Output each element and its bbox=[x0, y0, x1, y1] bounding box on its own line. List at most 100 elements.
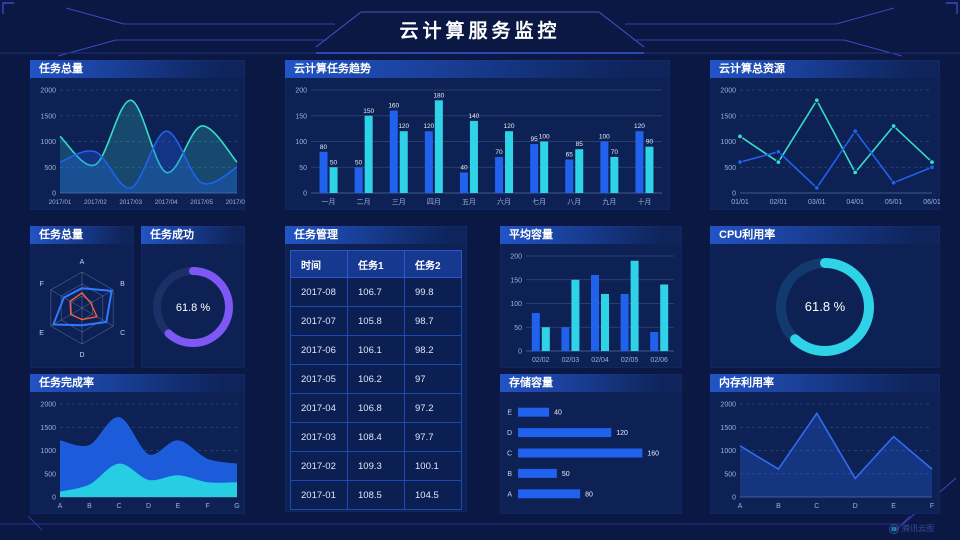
page-title: 云计算服务监控 bbox=[399, 21, 561, 42]
svg-text:05/01: 05/01 bbox=[885, 199, 903, 206]
panel-title: 任务成功 bbox=[141, 226, 245, 244]
table-header-cell: 任务1 bbox=[347, 250, 405, 278]
svg-text:02/03: 02/03 bbox=[562, 357, 580, 364]
svg-text:500: 500 bbox=[724, 471, 736, 478]
table-cell: 2017-07 bbox=[290, 306, 348, 336]
svg-text:2000: 2000 bbox=[40, 88, 56, 95]
svg-text:1000: 1000 bbox=[720, 139, 736, 146]
svg-text:0: 0 bbox=[732, 191, 736, 198]
table-row: 2017-04 106.8 97.2 bbox=[290, 393, 462, 423]
table-cell: 2017-01 bbox=[290, 480, 348, 510]
svg-text:C: C bbox=[120, 330, 125, 337]
svg-text:200: 200 bbox=[295, 88, 307, 95]
svg-text:B: B bbox=[120, 281, 125, 288]
panel-title: 任务管理 bbox=[285, 226, 467, 244]
svg-text:B: B bbox=[776, 503, 781, 510]
panel-title: 平均容量 bbox=[500, 226, 682, 244]
table-cell: 97.7 bbox=[404, 422, 462, 452]
table-row: 2017-07 105.8 98.7 bbox=[290, 306, 462, 336]
svg-text:150: 150 bbox=[295, 113, 307, 120]
svg-text:六月: 六月 bbox=[497, 197, 511, 206]
panel-task-success: 任务成功 61.8 % bbox=[141, 226, 245, 368]
svg-text:02/02: 02/02 bbox=[532, 357, 550, 364]
svg-text:500: 500 bbox=[44, 471, 56, 478]
panel-cpu-usage: CPU利用率 61.8 % bbox=[710, 226, 940, 368]
svg-text:七月: 七月 bbox=[532, 197, 546, 206]
table-cell: 108.5 bbox=[347, 480, 405, 510]
svg-text:80: 80 bbox=[320, 144, 328, 151]
svg-text:61.8 %: 61.8 % bbox=[176, 302, 210, 314]
table-cell: 106.8 bbox=[347, 393, 405, 423]
svg-text:A: A bbox=[80, 259, 85, 266]
svg-text:C: C bbox=[814, 503, 819, 510]
svg-text:40: 40 bbox=[460, 164, 468, 171]
svg-text:02/05: 02/05 bbox=[621, 357, 639, 364]
table-row: 2017-02 109.3 100.1 bbox=[290, 451, 462, 481]
svg-text:03/01: 03/01 bbox=[808, 199, 826, 206]
svg-text:一月: 一月 bbox=[322, 198, 336, 206]
watermark-label: 腾讯云图 bbox=[902, 524, 934, 533]
svg-text:0: 0 bbox=[52, 191, 56, 198]
svg-text:B: B bbox=[87, 503, 92, 510]
svg-text:40: 40 bbox=[554, 410, 562, 417]
svg-text:B: B bbox=[507, 471, 512, 478]
svg-text:02/06: 02/06 bbox=[650, 357, 668, 364]
panel-task-table: 任务管理 时间 任务1 任务2 2017-08 106.7 99.8 2017-07 105… bbox=[285, 226, 467, 512]
svg-text:0: 0 bbox=[52, 495, 56, 502]
svg-text:50: 50 bbox=[299, 165, 307, 172]
svg-text:E: E bbox=[176, 503, 181, 510]
svg-text:06/01: 06/01 bbox=[923, 199, 940, 206]
svg-text:160: 160 bbox=[388, 103, 399, 110]
svg-text:500: 500 bbox=[724, 165, 736, 172]
svg-text:500: 500 bbox=[44, 165, 56, 172]
svg-text:120: 120 bbox=[423, 123, 434, 130]
svg-text:150: 150 bbox=[510, 277, 522, 284]
svg-text:100: 100 bbox=[599, 134, 610, 141]
svg-text:1500: 1500 bbox=[720, 425, 736, 432]
svg-text:80: 80 bbox=[585, 491, 593, 498]
table-row: 2017-05 106.2 97 bbox=[290, 364, 462, 394]
table-cell: 97 bbox=[404, 364, 462, 394]
svg-text:150: 150 bbox=[363, 108, 374, 115]
table-cell: 2017-08 bbox=[290, 277, 348, 307]
panel-avg-capacity: 平均容量 0 50 100 150 200 02/02 02/03 02/04 02/05 02/… bbox=[500, 226, 682, 368]
svg-text:2017/04: 2017/04 bbox=[155, 199, 178, 206]
panel-storage-capacity: 存储容量 E 40 D 120 C 160 B 50 A 80 bbox=[500, 374, 682, 514]
task-table-head: 时间 任务1 任务2 bbox=[290, 250, 462, 278]
completion-rate-area-chart: 0 500 1000 1500 2000 A B C D E F G bbox=[30, 394, 245, 512]
svg-text:2017/01: 2017/01 bbox=[49, 199, 72, 206]
svg-text:50: 50 bbox=[562, 471, 570, 478]
table-cell: 2017-02 bbox=[290, 451, 348, 481]
table-cell: 106.2 bbox=[347, 364, 405, 394]
svg-text:01/01: 01/01 bbox=[731, 199, 749, 206]
svg-text:1500: 1500 bbox=[40, 113, 56, 120]
svg-text:F: F bbox=[40, 281, 44, 288]
cpu-usage-donut-chart: 61.8 % bbox=[710, 246, 940, 366]
svg-text:2017/03: 2017/03 bbox=[119, 199, 142, 206]
svg-text:2017/02: 2017/02 bbox=[84, 199, 107, 206]
svg-text:65: 65 bbox=[566, 152, 574, 159]
svg-text:50: 50 bbox=[330, 159, 338, 166]
task-trend-bar-chart: 0 50 100 150 200 一月 二月 三月 四月 五月 六月 七月 八月 九月 十月 80 50 160 1… bbox=[285, 80, 670, 208]
panel-title: 任务完成率 bbox=[30, 374, 245, 392]
table-cell: 99.8 bbox=[404, 277, 462, 307]
panel-title: 任务总量 bbox=[30, 226, 134, 244]
panel-completion-rate: 任务完成率 0 500 1000 1500 2000 A B C D E F G bbox=[30, 374, 245, 514]
svg-text:100: 100 bbox=[539, 134, 550, 141]
task-success-donut-chart: 61.8 % bbox=[141, 246, 245, 366]
task-total-area-chart: 0 500 1000 1500 2000 2017/01 2017/02 2017/03 201… bbox=[30, 80, 248, 208]
task-table-body: 2017-08 106.7 99.8 2017-07 105.8 98.7 2017-06 1… bbox=[290, 277, 462, 510]
svg-text:120: 120 bbox=[634, 123, 645, 130]
panel-title: 内存利用率 bbox=[710, 374, 940, 392]
svg-text:C: C bbox=[116, 503, 121, 510]
svg-text:2000: 2000 bbox=[40, 402, 56, 409]
svg-text:二月: 二月 bbox=[357, 198, 371, 206]
table-row: 2017-06 106.1 98.2 bbox=[290, 335, 462, 365]
svg-text:1000: 1000 bbox=[40, 448, 56, 455]
svg-text:90: 90 bbox=[646, 139, 654, 146]
panel-task-radar: 任务总量 A B C D E F bbox=[30, 226, 134, 368]
table-cell: 106.7 bbox=[347, 277, 405, 307]
table-cell: 2017-03 bbox=[290, 422, 348, 452]
svg-text:E: E bbox=[39, 330, 44, 337]
